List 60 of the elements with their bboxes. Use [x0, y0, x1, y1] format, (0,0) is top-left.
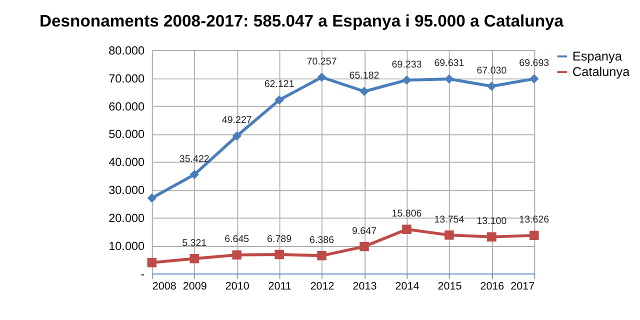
- x-tick-label: 2014: [395, 280, 420, 293]
- data-label: 35.422: [179, 154, 210, 165]
- point: [147, 258, 157, 268]
- data-label: 65.182: [349, 70, 380, 82]
- point: [487, 82, 496, 91]
- y-tick-label: 40.000: [108, 156, 146, 170]
- x-tick-label: 2010: [225, 280, 250, 293]
- point: [317, 72, 326, 82]
- legend-label: Catalunya: [572, 64, 631, 79]
- point: [360, 86, 369, 96]
- point: [402, 75, 412, 85]
- data-label: 69.693: [519, 58, 550, 70]
- point: [317, 250, 326, 260]
- point: [147, 193, 157, 203]
- point: [190, 254, 200, 264]
- point: [402, 224, 412, 234]
- x-tick-label: 2016: [480, 280, 504, 293]
- data-label: 5.321: [182, 238, 207, 249]
- x-tick-label: 2012: [310, 280, 334, 293]
- point: [530, 74, 539, 84]
- data-label: 13.626: [519, 214, 550, 226]
- point: [232, 250, 242, 260]
- y-tick-label: 60.000: [108, 100, 146, 114]
- x-tick-label: 2009: [182, 280, 207, 293]
- point: [274, 95, 284, 105]
- point: [530, 230, 539, 240]
- x-tick-label: 2015: [438, 280, 462, 293]
- y-tick-label: 50.000: [108, 128, 146, 142]
- x-tick-label: 2008: [152, 280, 176, 293]
- y-tick-label: -: [140, 268, 145, 281]
- data-label: 69.233: [392, 59, 422, 70]
- y-tick-label: 80.000: [108, 44, 146, 58]
- data-label: 70.257: [306, 56, 337, 68]
- x-tick-label: 2017: [510, 280, 535, 293]
- y-tick-label: 30.000: [108, 184, 146, 198]
- point: [444, 230, 454, 240]
- chart-title: Desnonaments 2008-2017: 585.047 a Espanya i 95.000 a Catalunya: [39, 12, 564, 30]
- point: [487, 232, 496, 242]
- legend-label: Espanya: [572, 48, 623, 64]
- data-label: 13.754: [434, 214, 465, 226]
- y-tick-label: 20.000: [108, 212, 146, 226]
- y-tick-label: 70.000: [108, 72, 146, 86]
- data-label: 15.806: [392, 208, 422, 220]
- data-label: 6.789: [267, 234, 292, 245]
- point: [190, 170, 200, 180]
- point: [360, 242, 369, 252]
- data-label: 6.645: [224, 234, 250, 246]
- point: [274, 250, 284, 260]
- point: [232, 131, 242, 141]
- point: [444, 74, 454, 84]
- data-label: 13.100: [476, 216, 508, 228]
- data-label: 9.647: [352, 226, 377, 237]
- data-label: 62.121: [264, 79, 294, 90]
- data-label: 49.227: [222, 115, 252, 126]
- x-tick-label: 2013: [352, 280, 377, 293]
- y-tick-label: 10.000: [108, 240, 146, 253]
- data-label: 67.030: [476, 66, 508, 77]
- data-label: 69.631: [434, 58, 464, 70]
- data-label: 6.386: [310, 234, 335, 246]
- x-tick-label: 2011: [268, 280, 292, 293]
